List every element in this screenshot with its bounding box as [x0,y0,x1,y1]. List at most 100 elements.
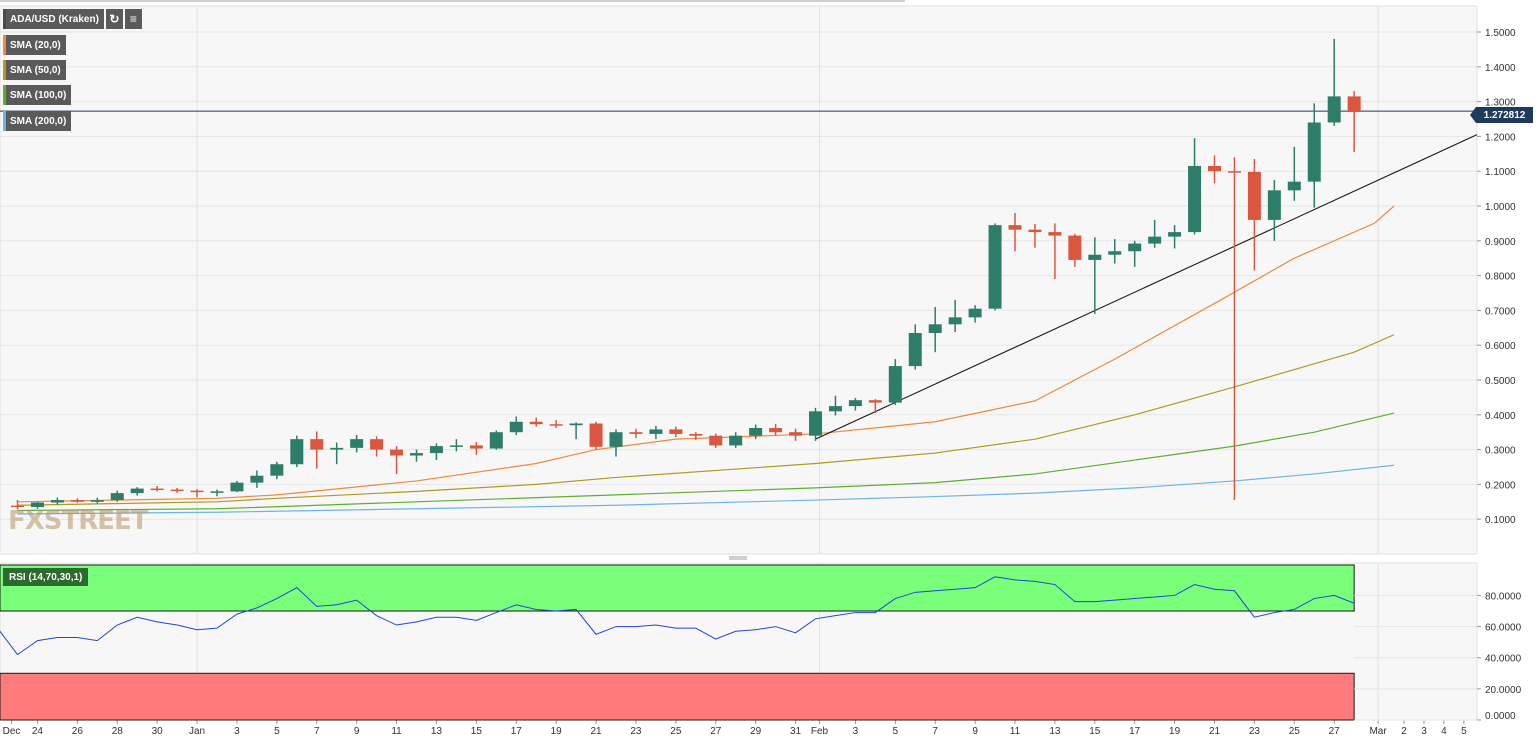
x-tick-label: 24 [32,726,44,737]
pane-resize-handle [729,556,747,560]
x-tick-label: 7 [932,726,938,737]
candle-body [1307,122,1321,182]
candle-body [809,411,822,436]
x-tick-label: 3 [1421,726,1427,737]
x-tick-label: 28 [112,726,124,737]
candle-body [70,500,84,502]
refresh-icon[interactable]: ↻ [105,9,123,29]
current-price-tag: 1.272812 [1470,107,1533,123]
legend-sma-50: SMA (50,0) [3,60,66,80]
legend-sma-100: SMA (100,0) [3,85,72,105]
candle-body [908,333,922,367]
candle-body [429,446,443,454]
x-tick-label: 3 [234,726,240,737]
candle-body [1088,254,1102,260]
price-tick-label: 1.4000 [1485,63,1516,74]
x-tick-label: Jan [189,726,205,737]
x-tick-label: Mar [1369,726,1387,737]
price-tick-label: 0.2000 [1485,480,1516,491]
x-tick-label: 31 [790,726,802,737]
chart-legend: ADA/USD (Kraken) ↻ ≡ [3,9,142,29]
rsi-tick-label: 20.0000 [1485,685,1522,696]
candle-body [210,491,224,493]
rsi-legend[interactable]: RSI (14,70,30,1) [3,568,89,586]
x-tick-label: 13 [1049,726,1061,737]
x-tick-label: 21 [590,726,602,737]
x-tick-label: 2 [1401,726,1407,737]
candle-body [50,500,64,503]
candle-body [629,432,643,434]
candle-body [589,423,603,447]
candle-body [729,435,743,446]
x-tick-label: 19 [1169,726,1181,737]
candle-body [948,317,962,325]
trendline [815,134,1478,440]
x-tick-label: Feb [811,726,829,737]
x-tick-label: 17 [511,726,523,737]
price-tick-label: 1.0000 [1485,202,1516,213]
x-tick-label: 13 [431,726,443,737]
price-tick-label: 1.5000 [1485,28,1516,39]
candle-body [30,502,44,508]
price-tick-label: 0.7000 [1485,306,1516,317]
price-tick-label: 0.5000 [1485,376,1516,387]
candle-body [769,428,783,433]
legend-sma-20-label[interactable]: SMA (20,0) [3,35,66,55]
x-tick-label: 11 [1010,726,1021,737]
candle-body [868,400,882,403]
price-tick-label: 0.3000 [1485,446,1516,457]
rsi-overbought-zone [0,564,1355,612]
legend-sma-20: SMA (20,0) [3,35,66,55]
price-pane-bg [0,5,1478,555]
candle-body [130,488,144,494]
candle-body [1128,243,1142,252]
candle-body [569,423,583,426]
candle-body [709,435,723,446]
candle-body [230,482,244,492]
price-tick-label: 1.3000 [1485,98,1516,109]
candle-body [449,445,463,447]
candle-body [1287,181,1301,191]
rsi-line [0,576,1355,656]
candle-body [290,439,304,465]
candle-body [190,490,204,493]
bar-chart-icon[interactable]: ≡ [124,9,142,29]
candle-body [1267,190,1281,220]
candle-body [1188,165,1202,233]
candle-body [888,366,902,403]
legend-sma-200: SMA (200,0) [3,111,72,131]
candle-body [1327,96,1341,123]
x-tick-label: 5 [893,726,899,737]
candle-body [689,433,703,436]
x-tick-label: 5 [1461,726,1467,737]
candle-body [330,447,344,450]
candle-body [469,445,483,449]
candle-body [529,421,543,425]
candle-body [1247,171,1261,220]
price-tick-label: 0.6000 [1485,341,1516,352]
candle-body [11,505,24,508]
instrument-title: ADA/USD (Kraken) [3,9,104,29]
legend-sma-200-label[interactable]: SMA (200,0) [3,111,72,131]
x-tick-label: 30 [152,726,164,737]
legend-sma-50-label[interactable]: SMA (50,0) [3,60,66,80]
candle-body [170,489,184,492]
x-tick-label: 4 [1441,726,1447,737]
candle-body [1048,232,1062,236]
candle-body [1068,235,1082,260]
rsi-tick-label: 60.0000 [1485,623,1522,634]
candle-body [549,424,563,426]
candle-body [1347,96,1361,111]
x-tick-label: 29 [750,726,762,737]
x-tick-label: 7 [314,726,320,737]
legend-sma-100-label[interactable]: SMA (100,0) [3,85,72,105]
rsi-tick-label: 40.0000 [1485,654,1522,665]
candle-body [649,429,663,434]
price-tick-label: 0.1000 [1485,515,1516,526]
candle-body [789,432,803,436]
candle-body [669,429,683,434]
candle-body [828,406,842,412]
x-tick-label: 11 [391,726,402,737]
x-tick-label: 15 [1089,726,1101,737]
